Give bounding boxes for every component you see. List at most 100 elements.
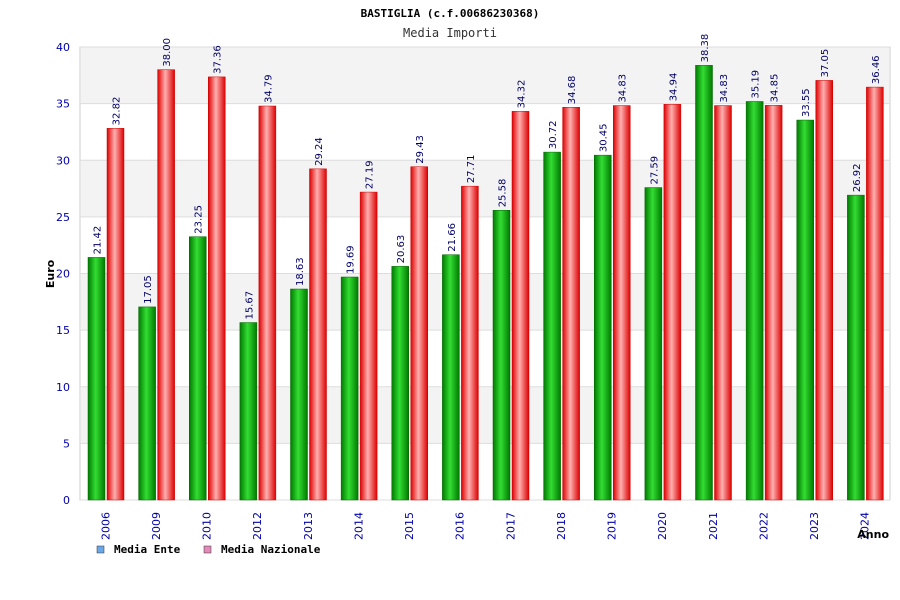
chart-subtitle: Media Importi [403, 26, 497, 40]
data-label: 15.67 [244, 291, 255, 320]
chart-title: BASTIGLIA (c.f.00686230368) [361, 7, 540, 20]
data-label: 23.25 [194, 205, 205, 234]
bar-media-nazionale-2012 [258, 105, 277, 501]
x-axis-ticks: 2006 2009 2010 2012 2013 2014 2015 2016 2017 2018… [99, 512, 871, 540]
y-tick-label: 40 [56, 41, 70, 54]
x-tick-label: 2012 [251, 512, 264, 540]
legend-swatch-media-nazionale [203, 545, 212, 554]
bar-media-nazionale-2010 [208, 76, 226, 501]
bar-media-ente-2006 [87, 257, 106, 501]
x-tick-label: 2022 [757, 512, 770, 540]
x-tick-label: 2024 [859, 512, 872, 540]
bar-media-ente-2022 [745, 101, 764, 501]
data-label: 36.46 [871, 55, 882, 84]
x-tick-label: 2014 [352, 512, 365, 540]
data-label: 18.63 [295, 257, 306, 286]
bar-media-nazionale-2022 [764, 105, 783, 501]
y-axis-label: Euro [44, 259, 57, 288]
bar-media-nazionale-2021 [714, 105, 732, 501]
y-tick-label: 0 [63, 494, 70, 507]
bar-media-nazionale-2009 [157, 69, 175, 501]
y-tick-label: 25 [56, 211, 70, 224]
data-label: 37.05 [820, 49, 831, 78]
data-label: 34.79 [263, 74, 274, 103]
data-label: 32.82 [112, 97, 123, 126]
data-label: 38.00 [162, 38, 173, 67]
bar-media-ente-2016 [442, 254, 460, 501]
bar-media-nazionale-2017 [511, 111, 530, 501]
data-label: 34.94 [668, 73, 679, 102]
bar-media-nazionale-2019 [613, 105, 631, 501]
x-tick-label: 2013 [302, 512, 315, 540]
data-label: 38.38 [700, 34, 711, 63]
bar-media-ente-2013 [290, 288, 308, 501]
bar-media-ente-2019 [594, 154, 612, 501]
x-tick-label: 2019 [606, 512, 619, 540]
data-label: 34.83 [719, 74, 730, 103]
data-label: 29.43 [415, 135, 426, 164]
bar-media-ente-2012 [239, 322, 258, 501]
legend-label-media-nazionale: Media Nazionale [221, 543, 321, 556]
legend-label-media-ente: Media Ente [114, 543, 181, 556]
x-tick-label: 2023 [808, 512, 821, 540]
data-label: 21.42 [93, 226, 104, 255]
y-tick-label: 30 [56, 154, 70, 167]
bar-media-ente-2023 [796, 119, 814, 501]
y-tick-label: 20 [56, 268, 70, 281]
y-tick-label: 15 [56, 324, 70, 337]
data-label: 21.66 [447, 223, 458, 252]
bar-media-nazionale-2016 [461, 185, 479, 501]
data-label: 27.71 [466, 155, 477, 184]
data-label: 20.63 [396, 235, 407, 264]
x-tick-label: 2010 [201, 512, 214, 540]
bar-media-nazionale-2018 [562, 106, 580, 501]
bar-media-nazionale-2014 [359, 191, 378, 501]
data-label: 37.36 [213, 45, 224, 74]
data-label: 27.59 [649, 156, 660, 185]
data-label: 30.45 [599, 124, 610, 153]
bars: 21.42 32.82 17.05 38.00 23.25 37.36 15.67 34.79… [87, 34, 884, 501]
data-label: 25.58 [498, 179, 509, 208]
bar-media-nazionale-2006 [106, 128, 125, 501]
bar-media-ente-2018 [543, 151, 561, 501]
data-label: 34.68 [567, 76, 578, 105]
x-tick-label: 2018 [555, 512, 568, 540]
data-label: 19.69 [346, 245, 357, 274]
data-label: 30.72 [548, 120, 559, 149]
x-tick-label: 2021 [707, 512, 720, 540]
bar-media-ente-2010 [189, 236, 207, 501]
x-tick-label: 2020 [656, 512, 669, 540]
data-label: 29.24 [314, 137, 325, 166]
bar-media-ente-2024 [847, 194, 865, 501]
bar-media-nazionale-2015 [410, 166, 428, 501]
bar-media-nazionale-2020 [663, 104, 682, 501]
y-axis-ticks: 0 5 10 15 20 25 30 35 40 [56, 41, 70, 507]
bar-media-ente-2009 [138, 306, 156, 501]
y-tick-label: 5 [63, 437, 70, 450]
y-tick-label: 35 [56, 98, 70, 111]
grid-band [81, 47, 889, 104]
data-label: 17.05 [143, 275, 154, 304]
bar-media-ente-2017 [492, 210, 511, 501]
y-tick-label: 10 [56, 381, 70, 394]
x-tick-label: 2015 [403, 512, 416, 540]
bar-media-ente-2014 [340, 276, 359, 501]
data-label: 34.83 [618, 74, 629, 103]
bar-media-nazionale-2024 [866, 86, 884, 501]
bar-media-ente-2015 [391, 266, 409, 501]
legend: Media Ente Media Nazionale [96, 543, 321, 556]
x-tick-label: 2009 [150, 512, 163, 540]
x-axis-label: Anno [857, 528, 889, 541]
x-tick-label: 2016 [454, 512, 467, 540]
data-label: 34.32 [517, 80, 528, 109]
bar-media-nazionale-2023 [815, 80, 833, 501]
x-tick-label: 2006 [99, 512, 112, 540]
data-label: 26.92 [852, 163, 863, 192]
data-label: 34.85 [770, 74, 781, 103]
legend-swatch-media-ente [96, 545, 105, 554]
bar-media-nazionale-2013 [309, 168, 327, 501]
x-tick-label: 2017 [504, 512, 517, 540]
data-label: 35.19 [751, 70, 762, 99]
bar-media-ente-2020 [644, 187, 663, 501]
